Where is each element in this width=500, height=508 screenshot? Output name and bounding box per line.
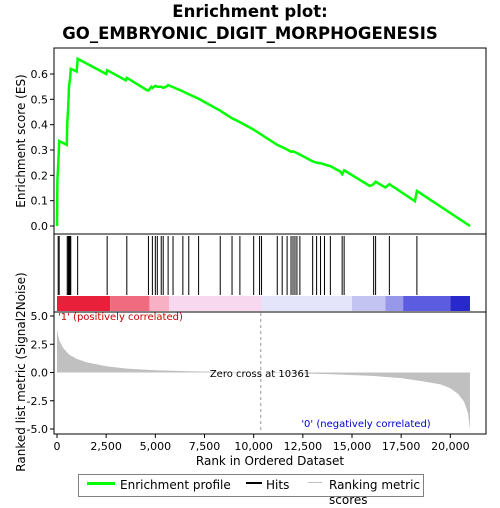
xtick-label: 17,500 (382, 440, 421, 453)
rank-bar-segment (403, 296, 451, 311)
x-axis-label: Rank in Ordered Dataset (196, 454, 344, 468)
metric-ytick-label: 5.0 (31, 310, 49, 323)
legend-enrichment-swatch (87, 482, 115, 485)
rank-bar-segment (385, 296, 404, 311)
es-ytick-label: 0.5 (31, 93, 49, 106)
legend-hits-swatch (246, 482, 262, 484)
metric-axis-label: Ranked list metric (Signal2Noise) (14, 272, 28, 471)
positive-correlated-label: '1' (positively correlated) (58, 312, 183, 323)
metric-ytick-label: 2.5 (31, 338, 49, 351)
rank-bar-segment (149, 296, 170, 311)
metric-ytick-label: -2.5 (27, 395, 48, 408)
xtick-label: 12,500 (284, 440, 323, 453)
metric-ytick-label: 0.0 (31, 367, 49, 380)
es-ytick-label: 0.1 (31, 195, 49, 208)
es-ytick-label: 0.0 (31, 220, 49, 233)
zero-cross-label: Zero cross at 10361 (210, 369, 310, 380)
xtick-label: 20,000 (431, 440, 470, 453)
negative-correlated-label: '0' (negatively correlated) (301, 419, 430, 430)
legend-enrichment-label: Enrichment profile (120, 478, 231, 492)
rank-bar-segment (450, 296, 470, 311)
xtick-label: 7,500 (189, 440, 221, 453)
legend-hits-label: Hits (266, 478, 290, 492)
rank-bar-segment (352, 296, 386, 311)
es-axis-label: Enrichment score (ES) (14, 74, 28, 207)
es-ytick-label: 0.3 (31, 144, 49, 157)
rank-bar-segment (261, 296, 352, 311)
rank-bar-segment (169, 296, 262, 311)
enrichment-profile-line (55, 56, 471, 228)
legend-metric-swatch (308, 482, 322, 483)
xtick-label: 10,000 (234, 440, 273, 453)
rank-bar-segment (57, 296, 111, 311)
xtick-label: 0 (54, 440, 61, 453)
metric-ytick-label: -5.0 (27, 423, 48, 436)
legend: Enrichment profile Hits Ranking metric s… (78, 474, 424, 507)
xtick-label: 5,000 (140, 440, 172, 453)
es-ytick-label: 0.2 (31, 169, 49, 182)
es-ytick-label: 0.4 (31, 119, 49, 132)
legend-metric-label: Ranking metric scores (329, 478, 420, 507)
xtick-label: 2,500 (90, 440, 122, 453)
rank-bar-segment (110, 296, 150, 311)
es-ytick-label: 0.6 (31, 68, 49, 81)
xtick-label: 15,000 (333, 440, 372, 453)
chart-title-line2: GO_EMBRYONIC_DIGIT_MORPHOGENESIS (62, 24, 438, 43)
chart-title-line1: Enrichment plot: (172, 2, 328, 21)
